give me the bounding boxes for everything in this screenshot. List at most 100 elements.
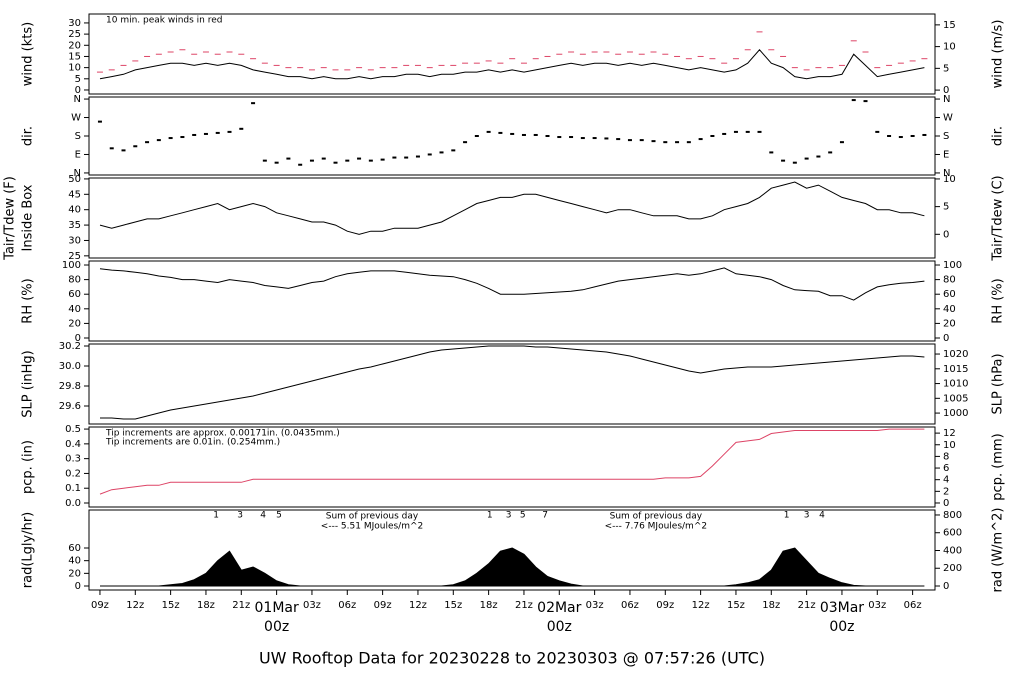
y-tick-label: 29.8: [59, 381, 81, 392]
dir-point: [392, 156, 397, 159]
panel-frame: [88, 343, 936, 425]
dir-point: [168, 137, 173, 140]
y-axis-label: Tair/Tdew (F): [3, 176, 18, 261]
y2-axis-label: rad (W/m^2): [991, 508, 1006, 593]
dir-point: [887, 135, 892, 137]
y2-tick-label: 0: [943, 498, 949, 509]
y2-tick-label: 40: [943, 304, 956, 315]
dir-point: [757, 130, 762, 133]
dir-point: [533, 133, 538, 136]
dir-point: [863, 100, 868, 103]
dir-point: [498, 131, 503, 134]
y2-axis-label: SLP (hPa): [991, 353, 1006, 414]
dir-point: [521, 133, 526, 136]
dir-point: [439, 151, 444, 154]
x-tick-label: 21z: [232, 600, 250, 611]
y2-tick-label: 0: [943, 333, 949, 344]
dir-point: [451, 149, 456, 152]
dir-point: [227, 130, 232, 133]
dir-point: [828, 151, 833, 154]
dir-point: [380, 158, 385, 161]
y-tick-label: 5: [75, 74, 81, 85]
x-tick-label: 18z: [197, 600, 215, 611]
dir-point: [474, 135, 479, 137]
hour-marker: 4: [819, 511, 825, 521]
y-tick-label: 40: [68, 556, 81, 567]
x-tick-label: 12z: [409, 600, 427, 611]
dir-point: [627, 139, 632, 142]
dir-point: [97, 120, 102, 123]
x-tick-label: 18z: [762, 600, 780, 611]
x-tick-label: 09z: [656, 600, 674, 611]
x-tick-label: 06z: [904, 600, 922, 611]
dir-point: [286, 157, 291, 160]
x-tick-label: 00z: [829, 619, 854, 635]
dir-point: [569, 136, 574, 139]
dir-point: [875, 130, 880, 133]
hour-marker: 7: [542, 511, 548, 521]
dir-point: [545, 135, 550, 137]
y-tick-label: 20: [68, 318, 81, 329]
y-tick-label: 0.1: [65, 483, 81, 494]
y2-tick-label: 1015: [943, 364, 968, 375]
dir-point: [922, 133, 927, 136]
y2-axis-label: Tair/Tdew (C): [991, 175, 1006, 261]
y2-tick-label: 10: [943, 440, 956, 451]
y2-tick-label: 4: [943, 475, 949, 486]
dir-point: [745, 130, 750, 133]
dir-point: [651, 140, 656, 143]
dir-point: [404, 156, 409, 159]
dir-point: [251, 102, 256, 105]
dir-point: [580, 137, 585, 140]
y-tick-label: 40: [68, 205, 81, 216]
dir-point: [156, 139, 161, 142]
y-tick-label: 0: [75, 333, 81, 344]
annotation: Tip increments are approx. 0.00171in. (0…: [105, 429, 340, 439]
hour-marker: 1: [213, 511, 219, 521]
y2-tick-label: 80: [943, 275, 956, 286]
x-tick-label: 15z: [162, 600, 180, 611]
x-tick-label: 15z: [444, 600, 462, 611]
y2-axis-label: wind (m/s): [991, 20, 1006, 89]
y-tick-label: 0.3: [65, 454, 81, 465]
y2-tick-label: 5: [943, 202, 949, 213]
y-tick-label: 50: [68, 174, 81, 185]
x-tick-label: 06z: [338, 600, 356, 611]
y-tick-label: 30: [68, 18, 81, 29]
y2-tick-label: 1010: [943, 379, 968, 390]
x-tick-label: 12z: [126, 600, 144, 611]
annotation: Tip increments are 0.01in. (0.254mm.): [105, 438, 280, 448]
dir-point: [616, 138, 621, 141]
series-area: [100, 547, 925, 587]
y2-axis-label: RH (%): [991, 278, 1006, 323]
panel-frame: [88, 177, 936, 259]
dir-point: [733, 130, 738, 133]
dir-point: [839, 141, 844, 144]
dir-point: [639, 139, 644, 142]
hour-marker: 1: [487, 511, 493, 521]
y2-tick-label: N: [943, 94, 950, 105]
y2-tick-label: 20: [943, 318, 956, 329]
x-tick-label: 03z: [586, 600, 604, 611]
dir-point: [486, 130, 491, 133]
y2-tick-label: 10: [943, 174, 956, 185]
y-tick-label: 40: [68, 304, 81, 315]
y-tick-label: 35: [68, 220, 81, 231]
dir-point: [309, 159, 314, 162]
dir-point: [781, 159, 786, 162]
hour-marker: 5: [276, 511, 282, 521]
series-line: [100, 345, 925, 420]
dir-point: [298, 163, 303, 166]
dir-point: [663, 141, 668, 144]
y-tick-label: 29.6: [59, 401, 81, 412]
dir-point: [357, 157, 362, 160]
y2-tick-label: 600: [943, 528, 962, 539]
dir-point: [192, 133, 197, 136]
y2-tick-label: S: [943, 131, 949, 142]
note: <--- 7.76 MJoules/m^2: [605, 522, 707, 532]
dir-point: [898, 136, 903, 139]
y-axis-label: wind (kts): [21, 22, 36, 86]
x-tick-label: 06z: [621, 600, 639, 611]
x-date-label: 02Mar: [537, 600, 581, 616]
note: <--- 5.51 MJoules/m^2: [321, 522, 423, 532]
